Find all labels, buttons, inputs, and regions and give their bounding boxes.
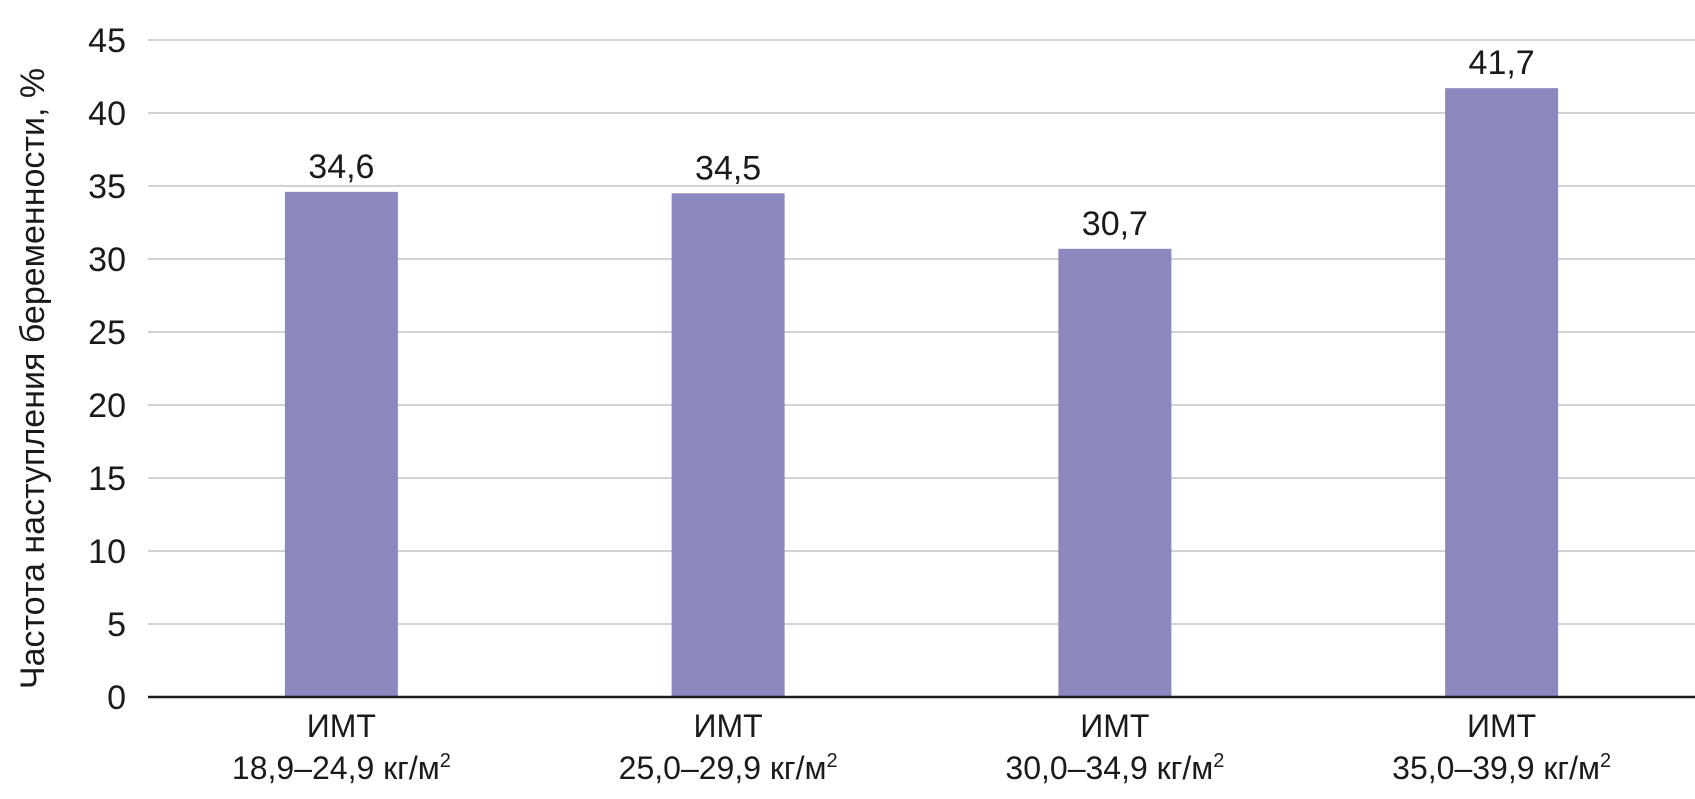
bars bbox=[284, 88, 1559, 698]
y-axis-title: Частота наступления беременности, % bbox=[14, 68, 52, 689]
category-unit-superscript: 2 bbox=[440, 750, 451, 772]
bar bbox=[284, 191, 398, 697]
category-unit-superscript: 2 bbox=[1213, 750, 1224, 772]
y-tick-label: 35 bbox=[88, 168, 126, 206]
y-tick-label: 5 bbox=[107, 606, 126, 644]
category-label-line2: 35,0–39,9 кг/м2 bbox=[1392, 750, 1611, 786]
grid-lines bbox=[148, 39, 1695, 625]
category-range: 18,9–24,9 кг/м bbox=[232, 750, 440, 786]
category-label-line1: ИМТ bbox=[694, 708, 763, 744]
category-range: 30,0–34,9 кг/м bbox=[1005, 750, 1213, 786]
bar bbox=[671, 193, 785, 698]
y-tick-label: 25 bbox=[88, 314, 126, 352]
y-tick-label: 40 bbox=[88, 95, 126, 133]
category-label-line2: 25,0–29,9 кг/м2 bbox=[619, 750, 838, 786]
data-label: 34,6 bbox=[308, 148, 374, 186]
category-label-line1: ИМТ bbox=[1467, 708, 1536, 744]
category-label-line2: 30,0–34,9 кг/м2 bbox=[1005, 750, 1224, 786]
data-label: 34,5 bbox=[695, 149, 761, 187]
category-label-line1: ИМТ bbox=[1080, 708, 1149, 744]
y-tick-label: 15 bbox=[88, 460, 126, 498]
y-tick-label: 20 bbox=[88, 387, 126, 425]
y-tick-label: 10 bbox=[88, 533, 126, 571]
y-tick-label: 30 bbox=[88, 241, 126, 279]
category-unit-superscript: 2 bbox=[826, 750, 837, 772]
data-label: 30,7 bbox=[1082, 205, 1148, 243]
category-label-line2: 18,9–24,9 кг/м2 bbox=[232, 750, 451, 786]
category-label-line1: ИМТ bbox=[307, 708, 376, 744]
y-tick-label: 45 bbox=[88, 22, 126, 60]
data-label: 41,7 bbox=[1469, 44, 1535, 82]
category-range: 25,0–29,9 кг/м bbox=[619, 750, 827, 786]
category-range: 35,0–39,9 кг/м bbox=[1392, 750, 1600, 786]
bar bbox=[1445, 88, 1559, 698]
bar bbox=[1058, 248, 1172, 697]
y-tick-label: 0 bbox=[107, 679, 126, 717]
category-unit-superscript: 2 bbox=[1600, 750, 1611, 772]
